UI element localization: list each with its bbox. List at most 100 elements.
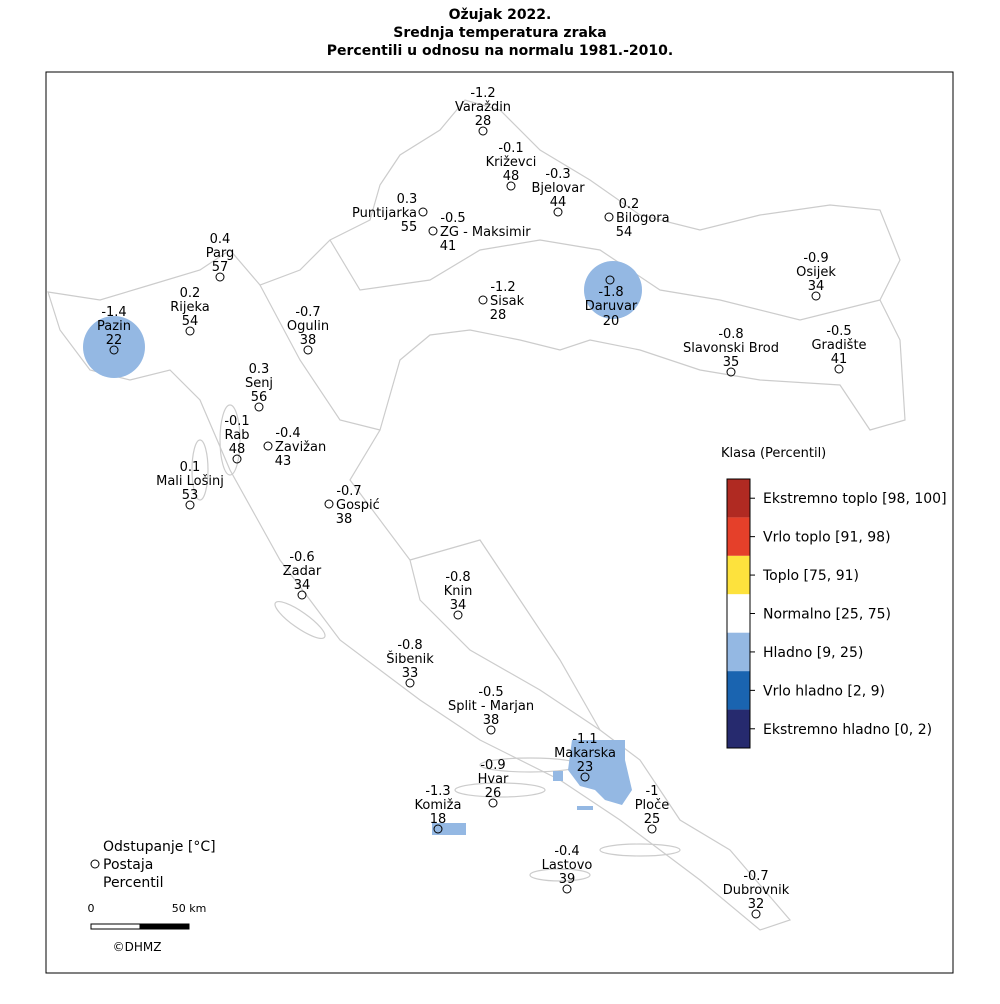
station-anomaly: -1 [646, 784, 659, 799]
station-percentile: 18 [430, 812, 447, 827]
key-text: Percentil [103, 875, 163, 891]
station-anomaly: -0.5 [440, 211, 465, 226]
country-outline [47, 99, 906, 931]
station-anomaly: -1.1 [572, 732, 597, 747]
station-percentile: 34 [450, 598, 467, 613]
station-name: Šibenik [386, 651, 434, 667]
station-marker [488, 798, 498, 808]
station-percentile: 23 [577, 760, 594, 775]
station-anomaly: -0.1 [498, 141, 523, 156]
station-marker [324, 499, 334, 509]
legend-label: Normalno [25, 75) [763, 607, 891, 623]
station-anomaly: -0.8 [445, 570, 470, 585]
station-name: Dubrovnik [723, 883, 790, 898]
cold-area [577, 806, 593, 810]
station-percentile: 54 [616, 225, 633, 240]
station-name: Parg [206, 246, 235, 261]
station-anomaly: -0.7 [295, 305, 320, 320]
station-name: Gospić [336, 498, 380, 513]
cold-area [584, 261, 642, 319]
legend-label: Ekstremno toplo [98, 100] [763, 491, 947, 507]
scale-label: 50 km [172, 902, 207, 915]
station-name: Ogulin [287, 319, 329, 334]
station-anomaly: 0.1 [180, 460, 201, 475]
title: Percentili u odnosu na normalu 1981.-201… [327, 43, 673, 59]
key-text: Postaja [103, 857, 153, 873]
station-percentile: 34 [294, 578, 311, 593]
station-name: ZG - Maksimir [440, 225, 531, 240]
legend: Ekstremno toplo [98, 100] Vrlo toplo [91,… [726, 478, 947, 749]
station-percentile: 22 [106, 333, 123, 348]
station-percentile: 39 [559, 872, 576, 887]
station-percentile: 38 [336, 512, 353, 527]
station-anomaly: 0.3 [249, 362, 270, 377]
station-anomaly: 0.4 [210, 232, 231, 247]
station-anomaly: -0.8 [718, 327, 743, 342]
station-percentile: 43 [275, 454, 292, 469]
station-anomaly: -0.7 [336, 484, 361, 499]
station-marker [604, 212, 614, 222]
station-marker [297, 590, 307, 600]
scale-bar [139, 923, 190, 930]
station-marker [605, 275, 615, 285]
station-percentile: 55 [401, 220, 418, 235]
station-anomaly: 0.2 [619, 197, 640, 212]
station-anomaly: -0.5 [826, 324, 851, 339]
station-name: Rab [225, 428, 250, 443]
station-name: Knin [444, 584, 473, 599]
station-marker [811, 291, 821, 301]
station-marker [834, 364, 844, 374]
station-name: Slavonski Brod [683, 341, 779, 356]
station-percentile: 48 [229, 442, 246, 457]
station-anomaly: -1.3 [425, 784, 450, 799]
station-marker [185, 326, 195, 336]
station-marker [428, 226, 438, 236]
legend-swatch [727, 555, 750, 595]
station-name: Komiža [415, 798, 462, 813]
legend-label: Vrlo toplo [91, 98) [763, 530, 891, 546]
station-percentile: 20 [603, 314, 620, 329]
legend-label: Ekstremno hladno [0, 2) [763, 722, 932, 738]
station-name: Ploče [635, 798, 670, 813]
station-name: Hvar [478, 772, 509, 787]
legend-swatch [727, 479, 750, 518]
station-name: Sisak [490, 294, 525, 309]
station-marker [453, 610, 463, 620]
border [47, 99, 906, 931]
station-percentile: 34 [808, 279, 825, 294]
title: Ožujak 2022. [449, 7, 552, 23]
station-name: Mali Lošinj [156, 474, 224, 489]
station-anomaly: -0.5 [478, 685, 503, 700]
station-marker [726, 367, 736, 377]
station-percentile: 56 [251, 390, 268, 405]
station-percentile: 44 [550, 195, 567, 210]
station-percentile: 38 [483, 713, 500, 728]
station-percentile: 53 [182, 488, 199, 503]
station-name: Split - Marjan [448, 699, 534, 714]
station-marker [553, 207, 563, 217]
station-name: Križevci [486, 155, 537, 170]
island [274, 600, 326, 640]
station-marker [405, 678, 415, 688]
station-name: Rijeka [170, 300, 210, 315]
station-anomaly: -1.2 [470, 86, 495, 101]
station-name: Pazin [97, 319, 131, 334]
station-marker [506, 181, 516, 191]
legend-label: Vrlo hladno [2, 9) [763, 683, 885, 699]
station-anomaly: -0.4 [275, 426, 300, 441]
legend-frame [726, 478, 751, 749]
credit: ©DHMZ [113, 940, 162, 954]
station-percentile: 57 [212, 260, 229, 275]
station-anomaly: 0.2 [180, 286, 201, 301]
station-anomaly: -1.4 [101, 305, 126, 320]
station-percentile: 28 [490, 308, 507, 323]
legend-swatch [727, 709, 750, 748]
cold-area [553, 771, 563, 781]
station-marker [478, 126, 488, 136]
station-anomaly: -0.8 [397, 638, 422, 653]
cold-area [83, 316, 145, 378]
station-anomaly: -0.7 [743, 869, 768, 884]
